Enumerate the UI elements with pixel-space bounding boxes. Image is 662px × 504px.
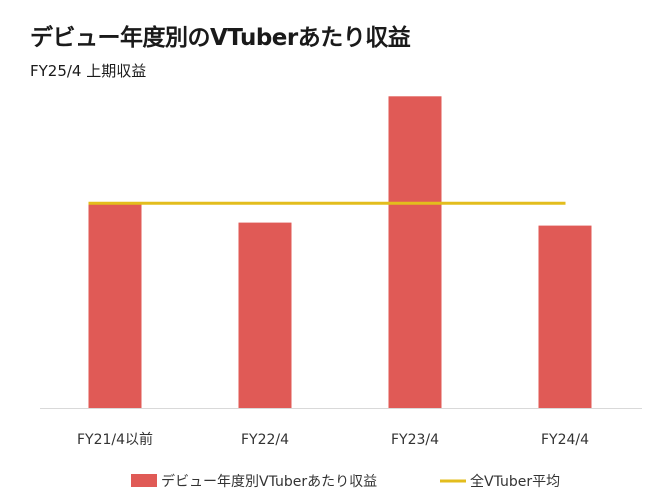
bar-3 <box>538 225 592 408</box>
bars-group <box>88 96 592 409</box>
chart-title: デビュー年度別のVTuberあたり収益 <box>30 25 411 51</box>
chart-subtitle: FY25/4 上期収益 <box>30 62 147 80</box>
x-tick-label-3: FY24/4 <box>541 432 589 448</box>
x-tick-label-2: FY23/4 <box>391 432 439 448</box>
legend-line-label: 全VTuber平均 <box>470 473 560 490</box>
legend-bar-label: デビュー年度別VTuberあたり収益 <box>161 473 377 490</box>
bar-2 <box>388 96 442 409</box>
legend-bar-swatch <box>131 474 157 487</box>
x-tick-label-0: FY21/4以前 <box>77 431 153 448</box>
x-tick-label-1: FY22/4 <box>241 432 289 448</box>
bar-1 <box>238 222 292 408</box>
x-tick-labels: FY21/4以前 FY22/4 FY23/4 FY24/4 <box>77 431 589 448</box>
legend: デビュー年度別VTuberあたり収益 全VTuber平均 <box>131 473 560 490</box>
bar-0 <box>88 204 142 409</box>
